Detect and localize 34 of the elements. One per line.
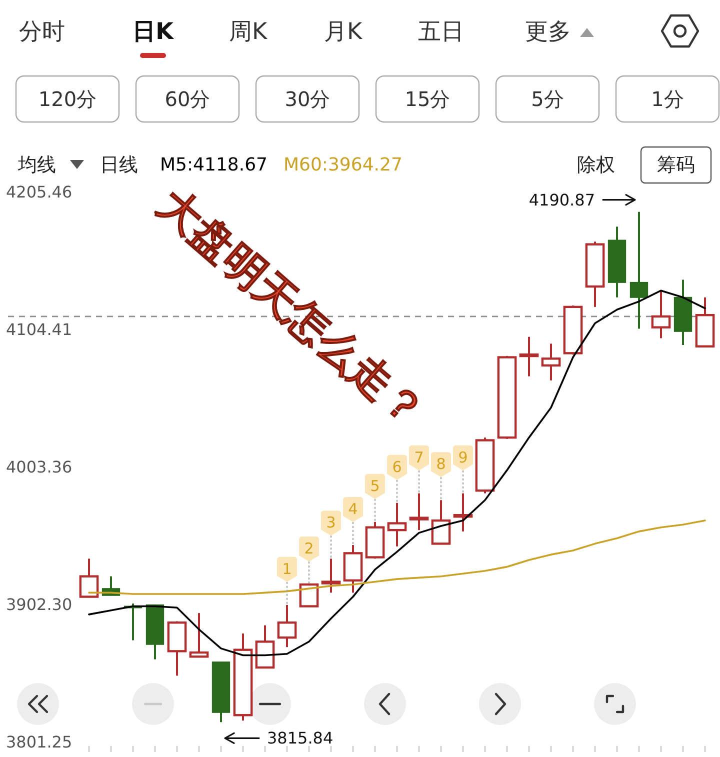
text: 日线 [100, 154, 138, 176]
data-label: 6 [387, 454, 407, 504]
text: 五日 [418, 19, 464, 45]
text: 均线 [17, 154, 56, 176]
text: 大盘明天怎么走？ [149, 179, 435, 437]
y-tick-label: 3902.30 [6, 595, 72, 614]
text: 除权 [577, 154, 615, 176]
y-tick-label: 4003.36 [6, 457, 72, 476]
data-label: 1 [277, 556, 297, 606]
y-tick-label: 3801.25 [6, 732, 72, 752]
text: 周K [228, 19, 268, 45]
y-tick-label: 4205.46 [6, 182, 72, 202]
annotation: 4190.87 [528, 190, 595, 210]
text: 日K [132, 19, 175, 45]
interval-button: 30分 [255, 75, 360, 123]
data-label: 8 [431, 452, 451, 501]
interval-button: 60分 [135, 75, 240, 123]
data-label: 2 [299, 536, 319, 585]
data-label: 3 [321, 510, 341, 560]
chip-button: 筹码 [640, 146, 712, 184]
legend: M5:4118.67 M60:3964.27 [160, 154, 402, 176]
interval-button: 1分 [615, 75, 720, 123]
data-label: 9 [453, 445, 473, 494]
annotation: 3815.84 [267, 728, 334, 748]
text: 分时 [19, 19, 65, 45]
text: 月K [324, 19, 363, 45]
interval-button: 15分 [375, 75, 480, 123]
y-tick-label: 4104.41 [6, 320, 72, 339]
data-label: 7 [409, 445, 429, 494]
data-label: 4 [343, 497, 363, 546]
interval-button: 120分 [15, 75, 120, 123]
data-label: 5 [365, 474, 385, 522]
text: 更多 [525, 19, 571, 45]
interval-button: 5分 [495, 75, 600, 123]
